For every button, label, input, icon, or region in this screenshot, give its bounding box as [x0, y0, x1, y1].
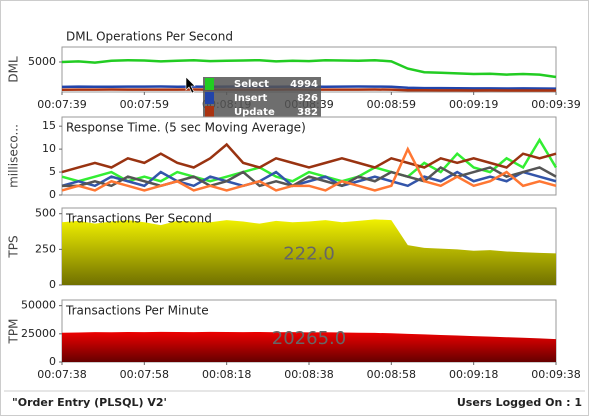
tooltip-value: 4994 — [290, 79, 318, 90]
y-axis-label: TPM — [7, 319, 21, 345]
y-tick-label: 5 — [49, 165, 56, 178]
y-tick-label: 0 — [49, 355, 56, 368]
line — [62, 165, 557, 188]
x-tick-label: 00:09:38 — [531, 368, 580, 381]
y-tick-label: 10 — [42, 142, 56, 155]
footer-right: Users Logged On : 1 — [457, 396, 582, 409]
y-tick-label: 25000 — [21, 327, 56, 340]
mouse-cursor — [185, 76, 196, 94]
line — [61, 142, 557, 174]
y-axis-label: TPS — [7, 235, 21, 258]
x-tick-label: 00:07:58 — [120, 368, 169, 381]
current-value: 222.0 — [283, 244, 335, 265]
footer-left: "Order Entry (PLSQL) V2' — [12, 396, 167, 409]
x-tick-label: 00:08:59 — [367, 98, 416, 111]
tooltip-box — [203, 77, 321, 118]
x-tick-label: 00:09:39 — [531, 98, 580, 111]
tooltip-name: Insert — [234, 93, 268, 104]
tooltip-value: 382 — [297, 107, 318, 118]
line — [61, 137, 558, 183]
chart-title: DML Operations Per Second — [66, 30, 233, 44]
x-tick-label: 00:09:19 — [449, 98, 498, 111]
y-tick-label: 50000 — [21, 299, 56, 312]
x-tick-label: 00:08:58 — [367, 368, 416, 381]
area — [62, 331, 556, 362]
line — [61, 146, 557, 192]
y-tick-label: 500 — [35, 207, 56, 220]
area — [62, 219, 556, 285]
y-axis-label: DML — [7, 56, 21, 83]
tooltip-name: Update — [234, 107, 275, 118]
current-value: 20265.0 — [272, 328, 346, 349]
line — [61, 170, 557, 188]
x-tick-label: 00:07:38 — [37, 368, 86, 381]
x-tick-label: 00:08:38 — [284, 368, 333, 381]
line — [61, 58, 557, 79]
chart-title: Transactions Per Minute — [65, 304, 209, 318]
y-tick-label: 5000 — [28, 55, 56, 68]
chart-title: Transactions Per Second — [65, 212, 212, 226]
tooltip-name: Select — [234, 79, 269, 90]
x-tick-label: 00:09:18 — [449, 368, 498, 381]
x-tick-label: 00:08:18 — [202, 368, 251, 381]
x-tick-label: 00:07:59 — [120, 98, 169, 111]
y-tick-label: 0 — [49, 278, 56, 291]
y-axis-label: milliseco... — [7, 124, 21, 188]
tooltip-swatch — [205, 106, 214, 118]
tooltip-swatch — [205, 78, 214, 90]
y-tick-label: 250 — [35, 242, 56, 255]
y-tick-label: 0 — [49, 188, 56, 201]
tooltip-value: 826 — [297, 93, 318, 104]
y-tick-label: 15 — [42, 119, 56, 132]
x-tick-label: 00:07:39 — [37, 98, 86, 111]
chart-title: Response Time. (5 sec Moving Average) — [66, 121, 306, 135]
tooltip-swatch — [205, 92, 214, 104]
